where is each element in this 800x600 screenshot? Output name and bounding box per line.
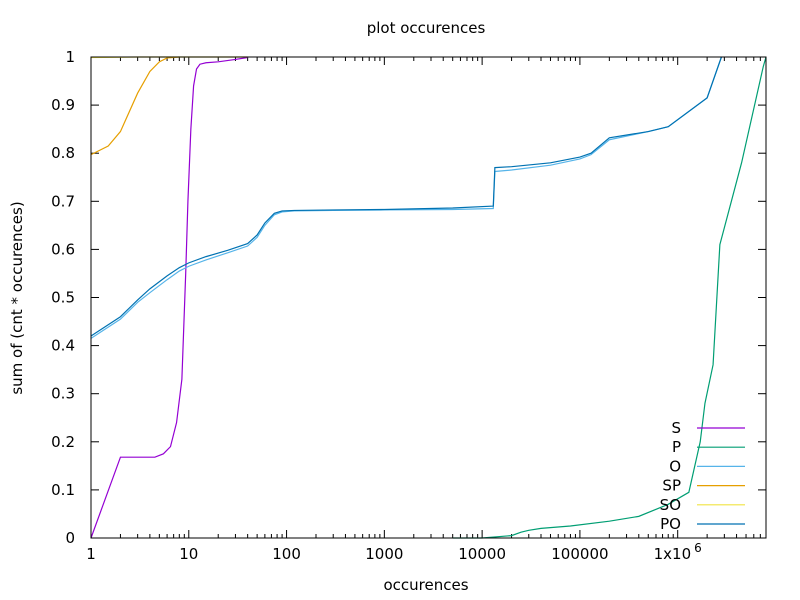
x-tick-label-base: 100 — [272, 545, 301, 563]
y-tick-label: 0.9 — [51, 96, 75, 114]
legend-label-s: S — [671, 419, 681, 437]
x-tick-label: 100 — [272, 545, 301, 563]
y-tick-label: 0.8 — [51, 144, 75, 162]
x-tick-label: 10000 — [458, 545, 506, 563]
legend-label-p: P — [672, 438, 681, 456]
plot-frame — [90, 56, 767, 539]
x-tick-label-base: 10 — [179, 545, 198, 563]
x-tick-label-base: 10000 — [458, 545, 506, 563]
legend-label-sp: SP — [662, 477, 681, 495]
x-tick-label-superscript: 6 — [694, 541, 702, 555]
legend-label-po: PO — [660, 515, 681, 533]
series-lines — [90, 56, 767, 539]
series-line-sp — [90, 56, 180, 156]
legend-label-so: SO — [660, 496, 681, 514]
x-tick-label-base: 100000 — [551, 545, 608, 563]
series-line-o — [90, 56, 722, 339]
y-tick-label: 0.1 — [51, 481, 75, 499]
x-tick-label: 10 — [179, 545, 198, 563]
y-tick-label: 0.3 — [51, 385, 75, 403]
y-tick-label: 0.5 — [51, 289, 75, 307]
chart-title: plot occurences — [367, 19, 486, 37]
y-axis-title: sum of (cnt * occurences) — [8, 201, 26, 394]
x-tick-label-base: 1000 — [365, 545, 403, 563]
x-tick-label-base: 1x10 — [654, 545, 692, 563]
legend-label-o: O — [669, 457, 681, 475]
x-tick-label-base: 1 — [86, 545, 96, 563]
x-tick-label: 100000 — [551, 545, 608, 563]
series-line-s — [90, 56, 248, 539]
y-tick-label: 0.6 — [51, 240, 75, 258]
tick-labels: 0 0.1 0.2 0.3 0.4 0.5 0.6 0.7 0.8 0.9 1 1 10 100 1000 1… — [51, 48, 702, 563]
y-tick-label: 0.2 — [51, 433, 75, 451]
x-tick-label: 1000 — [365, 545, 403, 563]
y-tick-label: 1 — [65, 48, 75, 66]
series-line-p — [452, 56, 767, 539]
x-axis-title: occurences — [383, 576, 468, 594]
x-tick-label: 1x10 6 — [654, 541, 702, 563]
tick-marks — [90, 56, 767, 539]
y-tick-label: 0.7 — [51, 192, 75, 210]
x-tick-label: 1 — [86, 545, 96, 563]
y-tick-label: 0.4 — [51, 337, 75, 355]
y-tick-label: 0 — [65, 529, 75, 547]
series-line-po — [90, 56, 722, 337]
